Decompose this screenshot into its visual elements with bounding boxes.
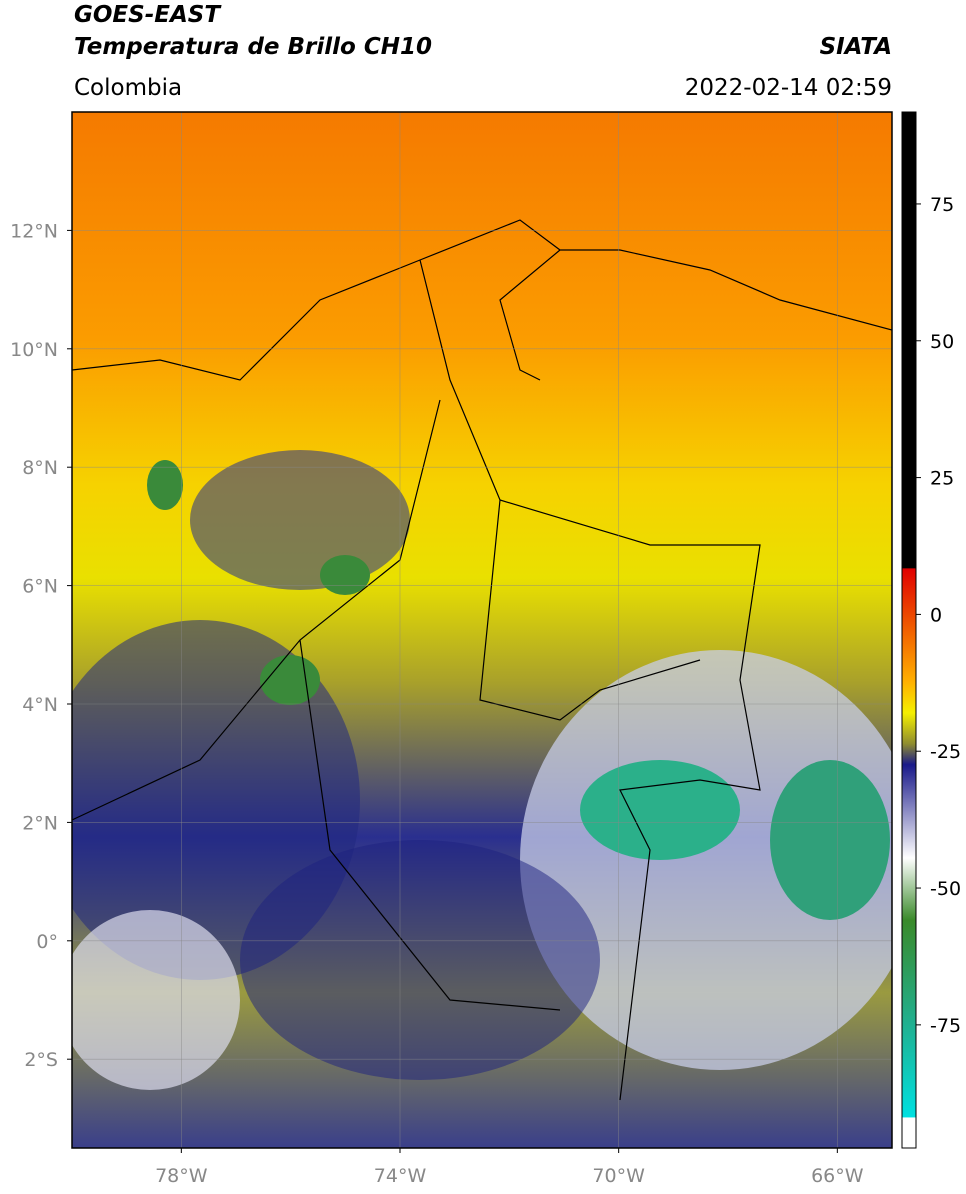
y-tick-label: 8°N — [22, 457, 58, 479]
timestamp: 2022-02-14 02:59 — [685, 75, 892, 101]
colorbar-tick-label: 25 — [930, 468, 954, 490]
subtitle: Temperatura de Brillo CH10 — [74, 34, 432, 60]
map-frame — [71, 111, 893, 1149]
grid — [72, 112, 892, 1148]
colorbar-tick-label: -25 — [930, 741, 961, 763]
colorbar-tick-label: 75 — [930, 194, 954, 216]
x-tick-label: 78°W — [155, 1165, 208, 1187]
region: Colombia — [74, 75, 182, 101]
y-tick-label: 2°N — [22, 812, 58, 834]
y-tick-label: 6°N — [22, 576, 58, 598]
y-tick-label: 4°N — [22, 694, 58, 716]
source: SIATA — [820, 34, 892, 60]
colorbar — [901, 111, 917, 1149]
satellite-image — [72, 112, 892, 1148]
y-tick-label: 10°N — [10, 339, 58, 361]
colorbar-tick-label: -75 — [930, 1015, 961, 1037]
colorbar-tick-label: -50 — [930, 878, 961, 900]
x-tick-label: 74°W — [374, 1165, 427, 1187]
colorbar-tick-label: 50 — [930, 331, 954, 353]
y-tick-label: 0° — [36, 931, 58, 953]
y-tick-label: 2°S — [24, 1049, 58, 1071]
x-tick-label: 66°W — [811, 1165, 864, 1187]
title: GOES-EAST — [74, 2, 222, 28]
y-tick-label: 12°N — [10, 220, 58, 242]
colorbar-tick-label: 0 — [930, 604, 942, 626]
x-tick-label: 70°W — [592, 1165, 645, 1187]
